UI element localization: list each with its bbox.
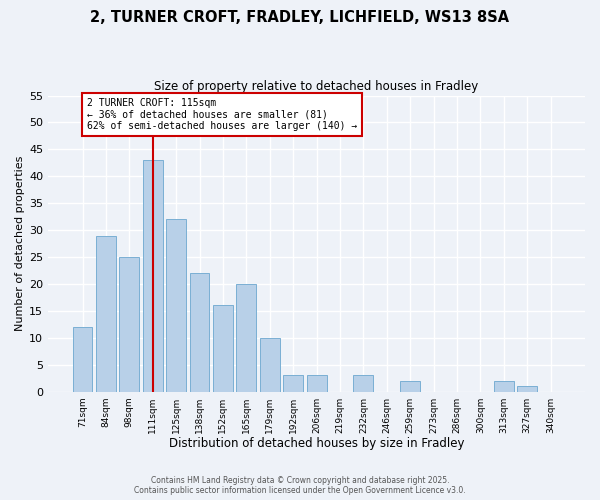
Bar [494,381,514,392]
Bar [143,160,163,392]
Text: Contains HM Land Registry data © Crown copyright and database right 2025.
Contai: Contains HM Land Registry data © Crown c… [134,476,466,495]
Bar [353,376,373,392]
Bar [236,284,256,392]
Y-axis label: Number of detached properties: Number of detached properties [15,156,25,332]
Text: 2 TURNER CROFT: 115sqm
← 36% of detached houses are smaller (81)
62% of semi-det: 2 TURNER CROFT: 115sqm ← 36% of detached… [87,98,358,132]
Bar [166,220,186,392]
Bar [190,273,209,392]
Bar [96,236,116,392]
Text: 2, TURNER CROFT, FRADLEY, LICHFIELD, WS13 8SA: 2, TURNER CROFT, FRADLEY, LICHFIELD, WS1… [91,10,509,25]
Bar [73,327,92,392]
Bar [283,376,303,392]
X-axis label: Distribution of detached houses by size in Fradley: Distribution of detached houses by size … [169,437,464,450]
Bar [517,386,537,392]
Bar [307,376,326,392]
Title: Size of property relative to detached houses in Fradley: Size of property relative to detached ho… [154,80,479,93]
Bar [213,306,233,392]
Bar [119,257,139,392]
Bar [400,381,420,392]
Bar [260,338,280,392]
